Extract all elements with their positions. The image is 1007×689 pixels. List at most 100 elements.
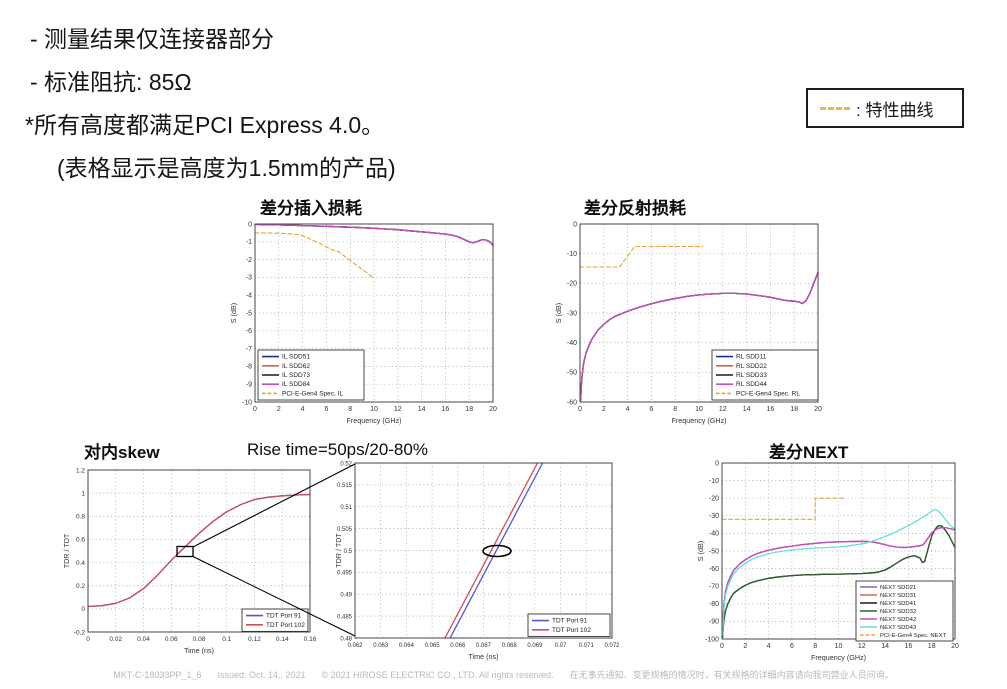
svg-text:0.067: 0.067 xyxy=(476,643,492,649)
svg-text:-10: -10 xyxy=(709,478,719,485)
svg-text:TDT Port 91: TDT Port 91 xyxy=(266,613,302,620)
skew-zoom-inset-chart: 0.062 0.063 0.064 0.065 0.066 0.067 0.068 0.069… xyxy=(334,461,620,661)
svg-text:12: 12 xyxy=(394,406,402,413)
header-notes: - 测量结果仅连接器部分 - 标准阻抗: 85Ω *所有高度都满足PCI Exp… xyxy=(25,18,396,190)
svg-text:0.06: 0.06 xyxy=(165,636,178,643)
insertion-loss-title: 差分插入损耗 xyxy=(260,199,362,218)
note-line: *所有高度都满足PCI Express 4.0。 xyxy=(25,112,385,138)
svg-text:-20: -20 xyxy=(567,281,577,288)
next-chart: 0 2 4 6 8 10 12 14 16 18 20 0 -10 -20 -30 -40 -50 -60 -70 -… xyxy=(696,460,959,662)
svg-text:18: 18 xyxy=(790,406,798,413)
svg-text:RL SDD22: RL SDD22 xyxy=(736,363,767,370)
svg-text:-50: -50 xyxy=(567,370,577,377)
svg-text:-9: -9 xyxy=(246,382,252,389)
svg-text:0.2: 0.2 xyxy=(76,583,85,590)
svg-text:-80: -80 xyxy=(709,601,719,608)
svg-text:PCI-E-Gen4 Spec. NEXT: PCI-E-Gen4 Spec. NEXT xyxy=(880,633,947,639)
svg-text:0: 0 xyxy=(573,221,577,228)
svg-text:Frequency (GHz): Frequency (GHz) xyxy=(811,653,866,662)
svg-text:TDT Port 102: TDT Port 102 xyxy=(552,627,591,634)
svg-text:0.48: 0.48 xyxy=(340,636,352,642)
svg-text:-8: -8 xyxy=(246,364,252,371)
svg-text:0.068: 0.068 xyxy=(502,643,518,649)
svg-text:0: 0 xyxy=(720,643,724,650)
svg-text:-10: -10 xyxy=(567,251,577,258)
svg-text:0.495: 0.495 xyxy=(337,571,353,577)
svg-text:-10: -10 xyxy=(242,399,252,406)
svg-text:S (dB): S (dB) xyxy=(696,541,705,561)
svg-text:-100: -100 xyxy=(705,636,719,643)
dashed-line-icon xyxy=(820,106,850,110)
svg-text:0.064: 0.064 xyxy=(399,643,415,649)
svg-text:2: 2 xyxy=(277,406,281,413)
return-loss-chart: 0 2 4 6 8 10 12 14 16 18 20 0 -10 -20 -30 -40 -50 -60 Freq… xyxy=(554,221,822,425)
svg-text:0.485: 0.485 xyxy=(337,614,353,620)
svg-text:PCI-E-Gen4 Spec. IL: PCI-E-Gen4 Spec. IL xyxy=(282,390,343,397)
note-line: (表格显示是高度为1.5mm的产品) xyxy=(57,155,396,181)
svg-text:20: 20 xyxy=(814,406,822,413)
svg-text:-1: -1 xyxy=(246,239,252,246)
svg-text:NEXT SDD41: NEXT SDD41 xyxy=(880,601,916,607)
svg-text:4: 4 xyxy=(626,406,630,413)
svg-text:0.066: 0.066 xyxy=(450,643,466,649)
svg-text:-6: -6 xyxy=(246,328,252,335)
svg-text:14: 14 xyxy=(743,406,751,413)
svg-text:0.51: 0.51 xyxy=(340,505,352,511)
svg-text:-20: -20 xyxy=(709,496,719,503)
svg-text:TDT Port 91: TDT Port 91 xyxy=(552,618,588,625)
svg-text:16: 16 xyxy=(442,406,450,413)
svg-text:0: 0 xyxy=(248,221,252,228)
svg-text:12: 12 xyxy=(858,643,866,650)
svg-text:2: 2 xyxy=(743,643,747,650)
svg-text:0.1: 0.1 xyxy=(222,636,231,643)
svg-text:0.07: 0.07 xyxy=(555,643,567,649)
svg-text:6: 6 xyxy=(324,406,328,413)
svg-text:-3: -3 xyxy=(246,275,252,282)
svg-text:16: 16 xyxy=(905,643,913,650)
doc-number: MKT-C-18033PP_1_6 xyxy=(113,670,202,680)
svg-text:0.062: 0.062 xyxy=(347,643,363,649)
svg-text:-90: -90 xyxy=(709,619,719,626)
svg-text:12: 12 xyxy=(719,406,727,413)
issued-date: Issued: Oct. 14., 2021 xyxy=(217,670,306,680)
svg-text:0.14: 0.14 xyxy=(276,636,289,643)
svg-text:18: 18 xyxy=(928,643,936,650)
svg-text:RL SDD44: RL SDD44 xyxy=(736,381,767,388)
svg-text:-0.2: -0.2 xyxy=(74,629,86,636)
svg-text:0.5: 0.5 xyxy=(344,549,353,555)
svg-text:2: 2 xyxy=(602,406,606,413)
svg-text:0.515: 0.515 xyxy=(337,483,353,489)
svg-text:6: 6 xyxy=(790,643,794,650)
spec-curve-legend: : 特性曲线 xyxy=(806,88,964,128)
svg-text:0.12: 0.12 xyxy=(248,636,261,643)
svg-text:0.069: 0.069 xyxy=(527,643,543,649)
svg-text:0.04: 0.04 xyxy=(137,636,150,643)
svg-text:0.49: 0.49 xyxy=(340,593,352,599)
svg-text:-40: -40 xyxy=(709,531,719,538)
svg-text:0: 0 xyxy=(253,406,257,413)
svg-text:0.4: 0.4 xyxy=(76,560,85,567)
svg-text:10: 10 xyxy=(835,643,843,650)
svg-text:TDR / TDT: TDR / TDT xyxy=(62,533,71,568)
svg-text:S (dB): S (dB) xyxy=(229,303,238,323)
svg-text:Time (ns): Time (ns) xyxy=(184,646,214,655)
svg-text:TDR / TDT: TDR / TDT xyxy=(334,533,343,568)
svg-text:-60: -60 xyxy=(567,399,577,406)
svg-text:IL SDD73: IL SDD73 xyxy=(282,372,310,379)
svg-text:S (dB): S (dB) xyxy=(554,303,563,323)
svg-text:10: 10 xyxy=(370,406,378,413)
svg-text:8: 8 xyxy=(348,406,352,413)
svg-text:IL SDD84: IL SDD84 xyxy=(282,381,310,388)
svg-text:1: 1 xyxy=(81,490,85,497)
svg-text:-30: -30 xyxy=(567,310,577,317)
svg-text:NEXT SDD43: NEXT SDD43 xyxy=(880,625,917,631)
svg-text:0.065: 0.065 xyxy=(425,643,441,649)
svg-text:NEXT SDD32: NEXT SDD32 xyxy=(880,609,916,615)
svg-text:-40: -40 xyxy=(567,340,577,347)
return-loss-title: 差分反射损耗 xyxy=(584,199,686,218)
svg-text:4: 4 xyxy=(767,643,771,650)
svg-text:-30: -30 xyxy=(709,513,719,520)
svg-text:-2: -2 xyxy=(246,257,252,264)
svg-text:-60: -60 xyxy=(709,566,719,573)
svg-text:8: 8 xyxy=(813,643,817,650)
